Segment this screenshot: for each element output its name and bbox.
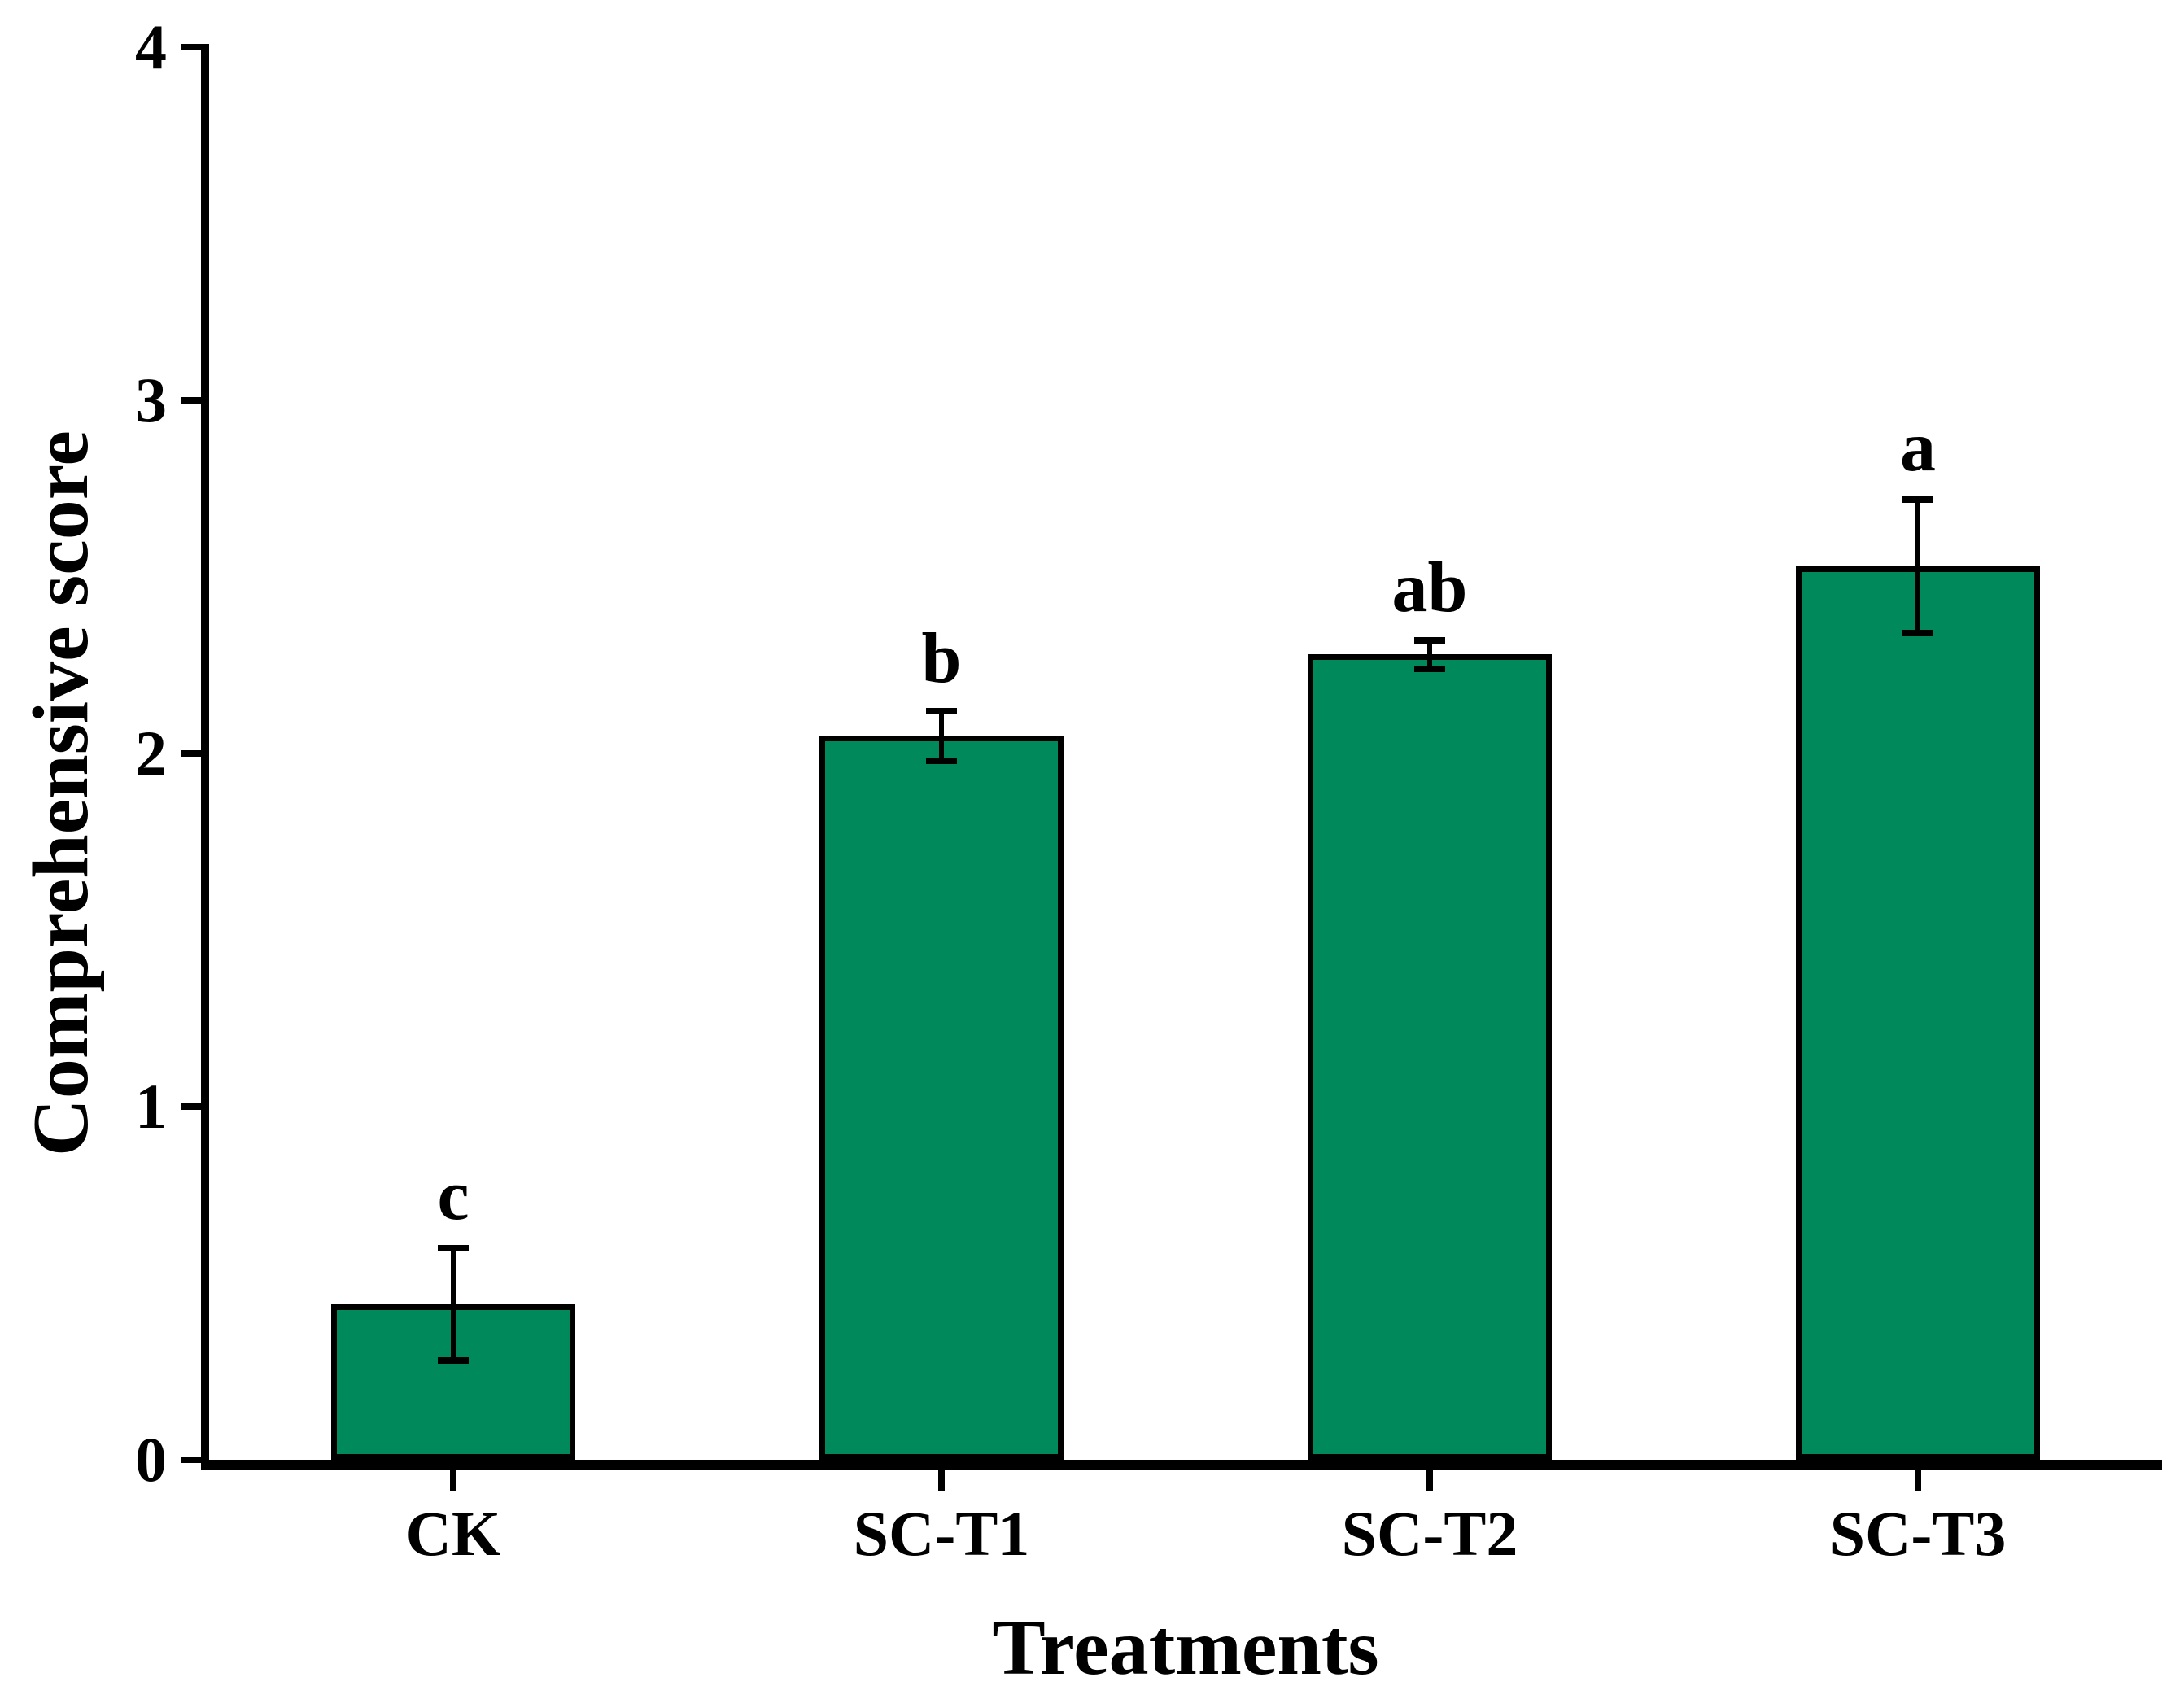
bar [1796,566,2040,1460]
error-bar-line [939,710,944,761]
error-bar-line [451,1247,456,1361]
x-tick [1426,1470,1433,1491]
error-bar-line [1915,499,1920,634]
x-tick [450,1470,456,1491]
x-category-label: SC-T1 [853,1498,1030,1569]
bar [819,736,1064,1460]
significance-letter: c [437,1155,470,1235]
y-tick [181,44,209,50]
error-bar-cap-bottom [1414,665,1445,672]
x-tick [938,1470,945,1491]
significance-letter: a [1900,407,1936,487]
x-axis-title: Treatments [992,1604,1379,1692]
error-bar-line [1427,640,1432,669]
error-bar-cap-bottom [926,757,957,764]
y-tick [181,1103,209,1110]
x-category-label: SC-T2 [1341,1498,1518,1569]
error-bar-cap-top [438,1244,469,1251]
y-tick [181,397,209,404]
error-bar-cap-bottom [438,1357,469,1365]
x-category-label: SC-T3 [1829,1498,2007,1569]
y-tick-label: 2 [135,718,167,788]
error-bar-cap-bottom [1902,630,1933,637]
x-category-label: CK [405,1498,501,1569]
y-tick-label: 3 [135,365,167,435]
significance-letter: b [921,618,962,698]
error-bar-cap-top [1414,637,1445,644]
error-bar-cap-top [1902,496,1933,503]
x-tick [1915,1470,1921,1491]
y-tick-label: 1 [135,1071,167,1142]
significance-letter: ab [1391,548,1468,628]
bar [1308,654,1552,1460]
y-tick-label: 4 [135,11,167,82]
y-tick [181,750,209,757]
error-bar-cap-top [926,707,957,714]
plot-area [201,47,2162,1470]
y-tick [181,1457,209,1463]
y-tick-label: 0 [135,1424,167,1495]
